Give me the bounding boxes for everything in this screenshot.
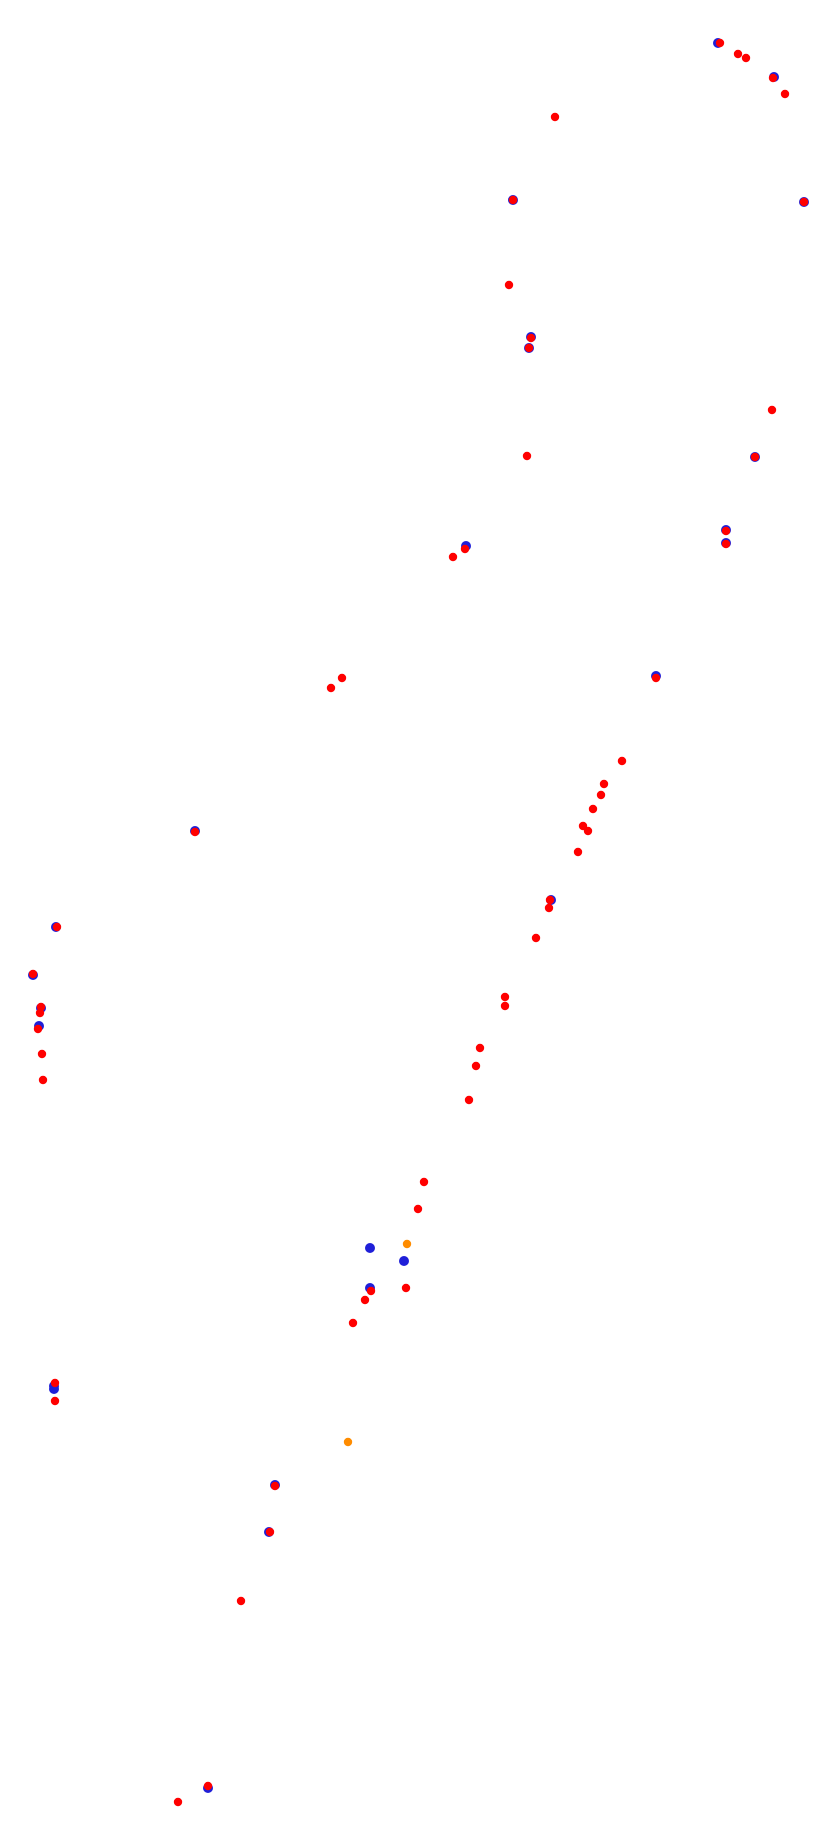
scatter-point-red: [526, 333, 536, 343]
scatter-point-red: [35, 1008, 45, 1018]
scatter-point-red: [33, 1024, 43, 1034]
scatter-point-red: [28, 969, 38, 979]
scatter-point-red: [799, 197, 809, 207]
scatter-point-red: [326, 683, 336, 693]
scatter-point-red: [360, 1295, 370, 1305]
scatter-point-red: [522, 451, 532, 461]
scatter-point-red: [173, 1797, 183, 1807]
scatter-point-red: [741, 53, 751, 63]
scatter-point-red: [508, 195, 518, 205]
scatter-point-red: [464, 1095, 474, 1105]
scatter-point-red: [50, 1396, 60, 1406]
scatter-point-red: [337, 673, 347, 683]
scatter-point-red: [768, 73, 778, 83]
scatter-point-red: [715, 38, 725, 48]
scatter-point-red: [50, 1378, 60, 1388]
series-red: [28, 38, 809, 1807]
scatter-point-red: [236, 1596, 246, 1606]
scatter-point-red: [524, 343, 534, 353]
series-blue: [28, 38, 809, 1793]
scatter-point-red: [544, 903, 554, 913]
scatter-point-red: [545, 895, 555, 905]
scatter-point-red: [573, 847, 583, 857]
scatter-point-red: [471, 1061, 481, 1071]
scatter-point-red: [767, 405, 777, 415]
series-orange: [343, 1239, 412, 1447]
scatter-point-red: [413, 1204, 423, 1214]
scatter-point-red: [500, 992, 510, 1002]
scatter-point-red: [203, 1781, 213, 1791]
scatter-point-red: [460, 544, 470, 554]
scatter-point-red: [475, 1043, 485, 1053]
scatter-point-red: [599, 779, 609, 789]
scatter-point-red: [190, 827, 200, 837]
scatter-point-red: [583, 826, 593, 836]
scatter-point-red: [270, 1481, 280, 1491]
scatter-point-red: [550, 112, 560, 122]
scatter-point-red: [651, 673, 661, 683]
scatter-point-red: [265, 1527, 275, 1537]
scatter-point-red: [780, 89, 790, 99]
series-layer: [28, 38, 809, 1807]
scatter-point-orange: [402, 1239, 412, 1249]
scatter-point-red: [531, 933, 541, 943]
scatter-point-red: [500, 1001, 510, 1011]
scatter-point-red: [588, 804, 598, 814]
scatter-point-red: [721, 539, 731, 549]
scatter-point-red: [52, 922, 62, 932]
scatter-point-blue: [399, 1256, 409, 1266]
scatter-point-red: [348, 1318, 358, 1328]
scatter-point-red: [596, 790, 606, 800]
scatter-point-red: [448, 552, 458, 562]
scatter-point-red: [750, 452, 760, 462]
scatter-point-red: [721, 526, 731, 536]
scatter-point-red: [38, 1075, 48, 1085]
scatter-point-red: [419, 1177, 429, 1187]
scatter-point-red: [37, 1049, 47, 1059]
scatter-point-red: [401, 1283, 411, 1293]
scatter-point-blue: [365, 1243, 375, 1253]
scatter-point-red: [733, 49, 743, 59]
scatter-point-orange: [343, 1437, 353, 1447]
scatter-point-red: [504, 280, 514, 290]
scatter-point-red: [366, 1286, 376, 1296]
scatter-point-red: [617, 756, 627, 766]
